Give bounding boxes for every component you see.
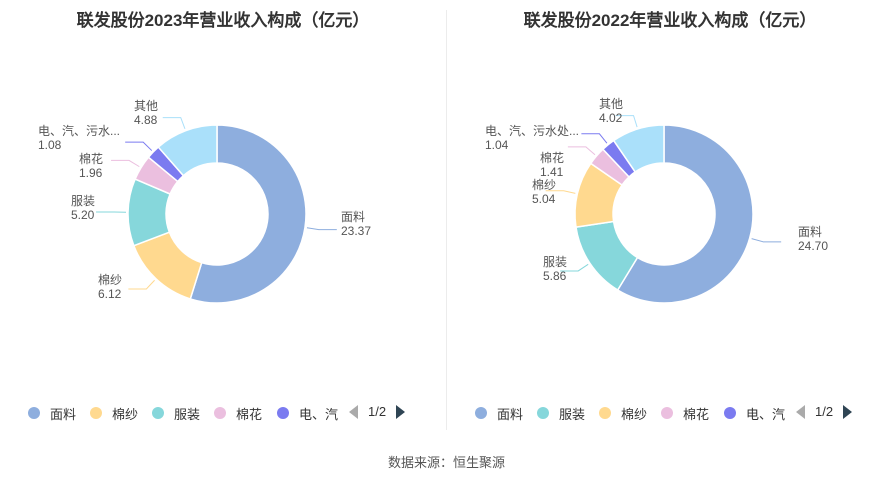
slice-label-棉纱: 棉纱 [98, 273, 122, 287]
slice-label-服装: 服装 [543, 255, 567, 269]
slice-label-面料: 面料 [798, 225, 822, 239]
slice-label-其他: 其他 [134, 99, 158, 113]
legend-label: 面料 [497, 406, 524, 422]
legend-label: 服装 [559, 406, 586, 422]
slice-label-其他: 其他 [599, 97, 623, 111]
legend-page-indicator: 1/2 [815, 404, 834, 419]
legend-dot-icon [724, 407, 736, 419]
slice-其他[interactable] [612, 124, 665, 173]
legend-page-indicator: 1/2 [368, 404, 387, 419]
leader-line-电汽污水处 [581, 133, 608, 144]
slice-label-棉花: 棉花 [540, 150, 564, 165]
legend-next-icon[interactable] [843, 404, 853, 419]
leader-line-电汽污水 [125, 141, 153, 151]
legend-dot-icon [599, 407, 611, 419]
slice-value-其他: 4.88 [134, 113, 158, 127]
leader-line-服装 [560, 263, 589, 272]
slice-value-棉花: 1.96 [79, 166, 103, 180]
slice-value-面料: 24.70 [798, 239, 828, 253]
legend-label: 棉花 [236, 406, 263, 422]
legend-item-面料[interactable]: 面料 [28, 403, 76, 423]
legend-pager: 1/2 [796, 404, 853, 419]
chart-2023-legend: 面料 棉纱 服装 棉花 电、汽 1/2 [0, 403, 446, 425]
leader-line-棉纱 [545, 190, 576, 194]
legend-label: 电、汽 [299, 406, 339, 422]
legend-next-icon[interactable] [396, 404, 406, 419]
slice-value-其他: 4.02 [599, 111, 623, 125]
slice-其他[interactable] [157, 124, 218, 177]
slice-value-棉纱: 6.12 [98, 287, 122, 301]
slice-value-棉花: 1.41 [540, 165, 564, 179]
leader-line-其他 [615, 115, 638, 128]
slice-value-棉纱: 5.04 [532, 192, 556, 206]
legend-dot-icon [537, 407, 549, 419]
legend-dot-icon [90, 407, 102, 419]
panel-divider [446, 10, 447, 430]
slice-面料[interactable] [189, 124, 307, 304]
legend-dot-icon [214, 407, 226, 419]
slice-value-面料: 23.37 [341, 224, 371, 238]
leader-line-其他 [162, 117, 186, 130]
legend-prev-icon[interactable] [349, 404, 358, 419]
legend-item-服装[interactable]: 服装 [537, 403, 585, 423]
data-source-note: 数据来源：恒生聚源 [387, 455, 505, 470]
slice-value-服装: 5.20 [71, 208, 95, 222]
slice-value-电汽污水处: 1.04 [485, 138, 509, 152]
slice-label-电汽污水: 电、汽、污水... [38, 123, 120, 138]
legend-item-棉花[interactable]: 棉花 [661, 403, 709, 423]
legend-dot-icon [277, 407, 289, 419]
legend-item-棉花[interactable]: 棉花 [214, 403, 262, 423]
leader-line-面料 [751, 238, 782, 243]
legend-label: 棉纱 [112, 406, 139, 422]
legend-item-电汽[interactable]: 电、汽 [277, 403, 338, 423]
slice-value-服装: 5.86 [543, 269, 567, 283]
leader-line-棉花 [111, 159, 140, 168]
chart-2022-legend: 面料 服装 棉纱 棉花 电、汽 1/2 [447, 403, 893, 425]
legend-item-服装[interactable]: 服装 [152, 403, 200, 423]
slice-label-棉花: 棉花 [79, 151, 103, 166]
leader-line-棉纱 [128, 279, 155, 290]
slice-label-面料: 面料 [341, 210, 365, 224]
legend-label: 面料 [50, 406, 77, 422]
legend-label: 棉纱 [621, 406, 648, 422]
legend-dot-icon [28, 407, 40, 419]
legend-item-棉纱[interactable]: 棉纱 [599, 403, 647, 423]
chart-2023-panel: 联发股份2023年营业收入构成（亿元） 面料 23.37 棉纱 6.12 服装 5.20 棉… [0, 0, 446, 440]
legend-item-棉纱[interactable]: 棉纱 [90, 403, 138, 423]
slice-label-电汽污水处: 电、汽、污水处... [485, 123, 579, 138]
legend-dot-icon [152, 407, 164, 419]
legend-dot-icon [475, 407, 487, 419]
chart-2022-panel: 联发股份2022年营业收入构成（亿元） 面料 24.70 服装 5.86 棉纱 5.04 棉… [447, 0, 893, 440]
legend-label: 服装 [174, 406, 201, 422]
slice-面料[interactable] [616, 124, 754, 304]
leader-line-面料 [306, 227, 337, 231]
chart-2023-title: 联发股份2023年营业收入构成（亿元） [76, 11, 370, 30]
chart-2022-title: 联发股份2022年营业收入构成（亿元） [523, 11, 817, 30]
legend-item-电汽[interactable]: 电、汽 [724, 403, 785, 423]
legend-pager: 1/2 [349, 404, 406, 419]
legend-label: 电、汽 [746, 406, 786, 422]
legend-label: 棉花 [683, 406, 710, 422]
slice-value-电汽污水: 1.08 [38, 138, 62, 152]
slice-label-服装: 服装 [71, 194, 95, 208]
legend-dot-icon [661, 407, 673, 419]
legend-item-面料[interactable]: 面料 [475, 403, 523, 423]
slice-label-棉纱: 棉纱 [532, 178, 556, 192]
legend-prev-icon[interactable] [796, 404, 805, 419]
leader-line-棉花 [567, 146, 596, 156]
